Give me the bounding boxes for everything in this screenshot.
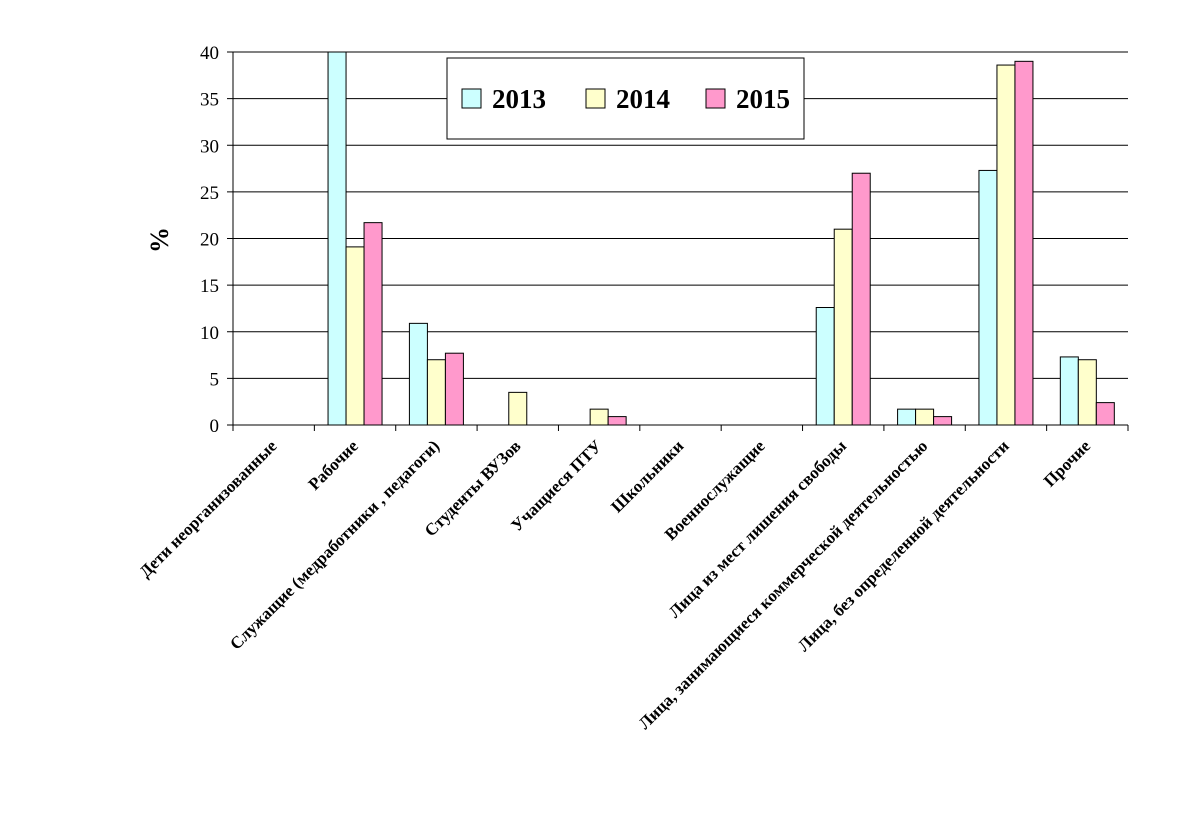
y-tick-label: 0 <box>210 416 220 437</box>
bar-2015 <box>363 222 383 426</box>
bar-2015 <box>1014 60 1034 426</box>
bar-2014 <box>426 359 446 426</box>
legend-swatch-2014 <box>585 88 606 109</box>
legend-swatch-2015 <box>705 88 726 109</box>
bar-2015 <box>444 352 464 426</box>
legend-label-2014: 2014 <box>616 84 670 114</box>
y-tick-label: 10 <box>200 323 219 344</box>
category-label: Дети неорганизованные <box>136 436 281 581</box>
bar-2014 <box>345 246 365 426</box>
category-label: Лица, занимающиеся коммерческой деятельн… <box>635 436 932 733</box>
y-tick-label: 40 <box>200 43 219 64</box>
legend-swatch-2013 <box>461 88 482 109</box>
y-tick-label: 25 <box>200 183 219 204</box>
bar-2015 <box>1095 402 1115 426</box>
bar-2014 <box>589 408 609 426</box>
legend-label-2015: 2015 <box>736 84 790 114</box>
bar-2013 <box>1059 356 1079 426</box>
category-label: Лица из мест лишения свободы <box>665 436 850 621</box>
y-tick-label: 35 <box>200 90 219 111</box>
bar-2014 <box>996 64 1016 426</box>
legend: 2013 2014 2015 <box>446 57 805 140</box>
bar-2014 <box>915 408 935 426</box>
bar-2015 <box>607 416 627 426</box>
bar-2013 <box>327 51 347 426</box>
bar-2013 <box>978 169 998 426</box>
y-tick-label: 20 <box>200 230 219 251</box>
category-label: Школьники <box>607 436 687 516</box>
bar-2015 <box>851 172 871 426</box>
y-axis-label: % <box>145 227 174 253</box>
y-tick-labels: 0 5 10 15 20 25 30 35 40 <box>200 43 219 437</box>
category-label: Рабочие <box>304 436 362 494</box>
bar-2014 <box>1077 359 1097 426</box>
bar-2015 <box>933 416 953 426</box>
bar-2014 <box>833 228 853 426</box>
y-tick-label: 5 <box>210 369 220 390</box>
legend-label-2013: 2013 <box>492 84 546 114</box>
y-tick-label: 15 <box>200 276 219 297</box>
bar-2013 <box>408 322 428 426</box>
axes <box>227 51 1129 431</box>
bar-2013 <box>897 408 917 426</box>
bar-2013 <box>815 307 835 426</box>
bar-2014 <box>508 391 528 426</box>
y-tick-label: 30 <box>200 136 219 157</box>
category-label: Прочие <box>1040 436 1095 491</box>
